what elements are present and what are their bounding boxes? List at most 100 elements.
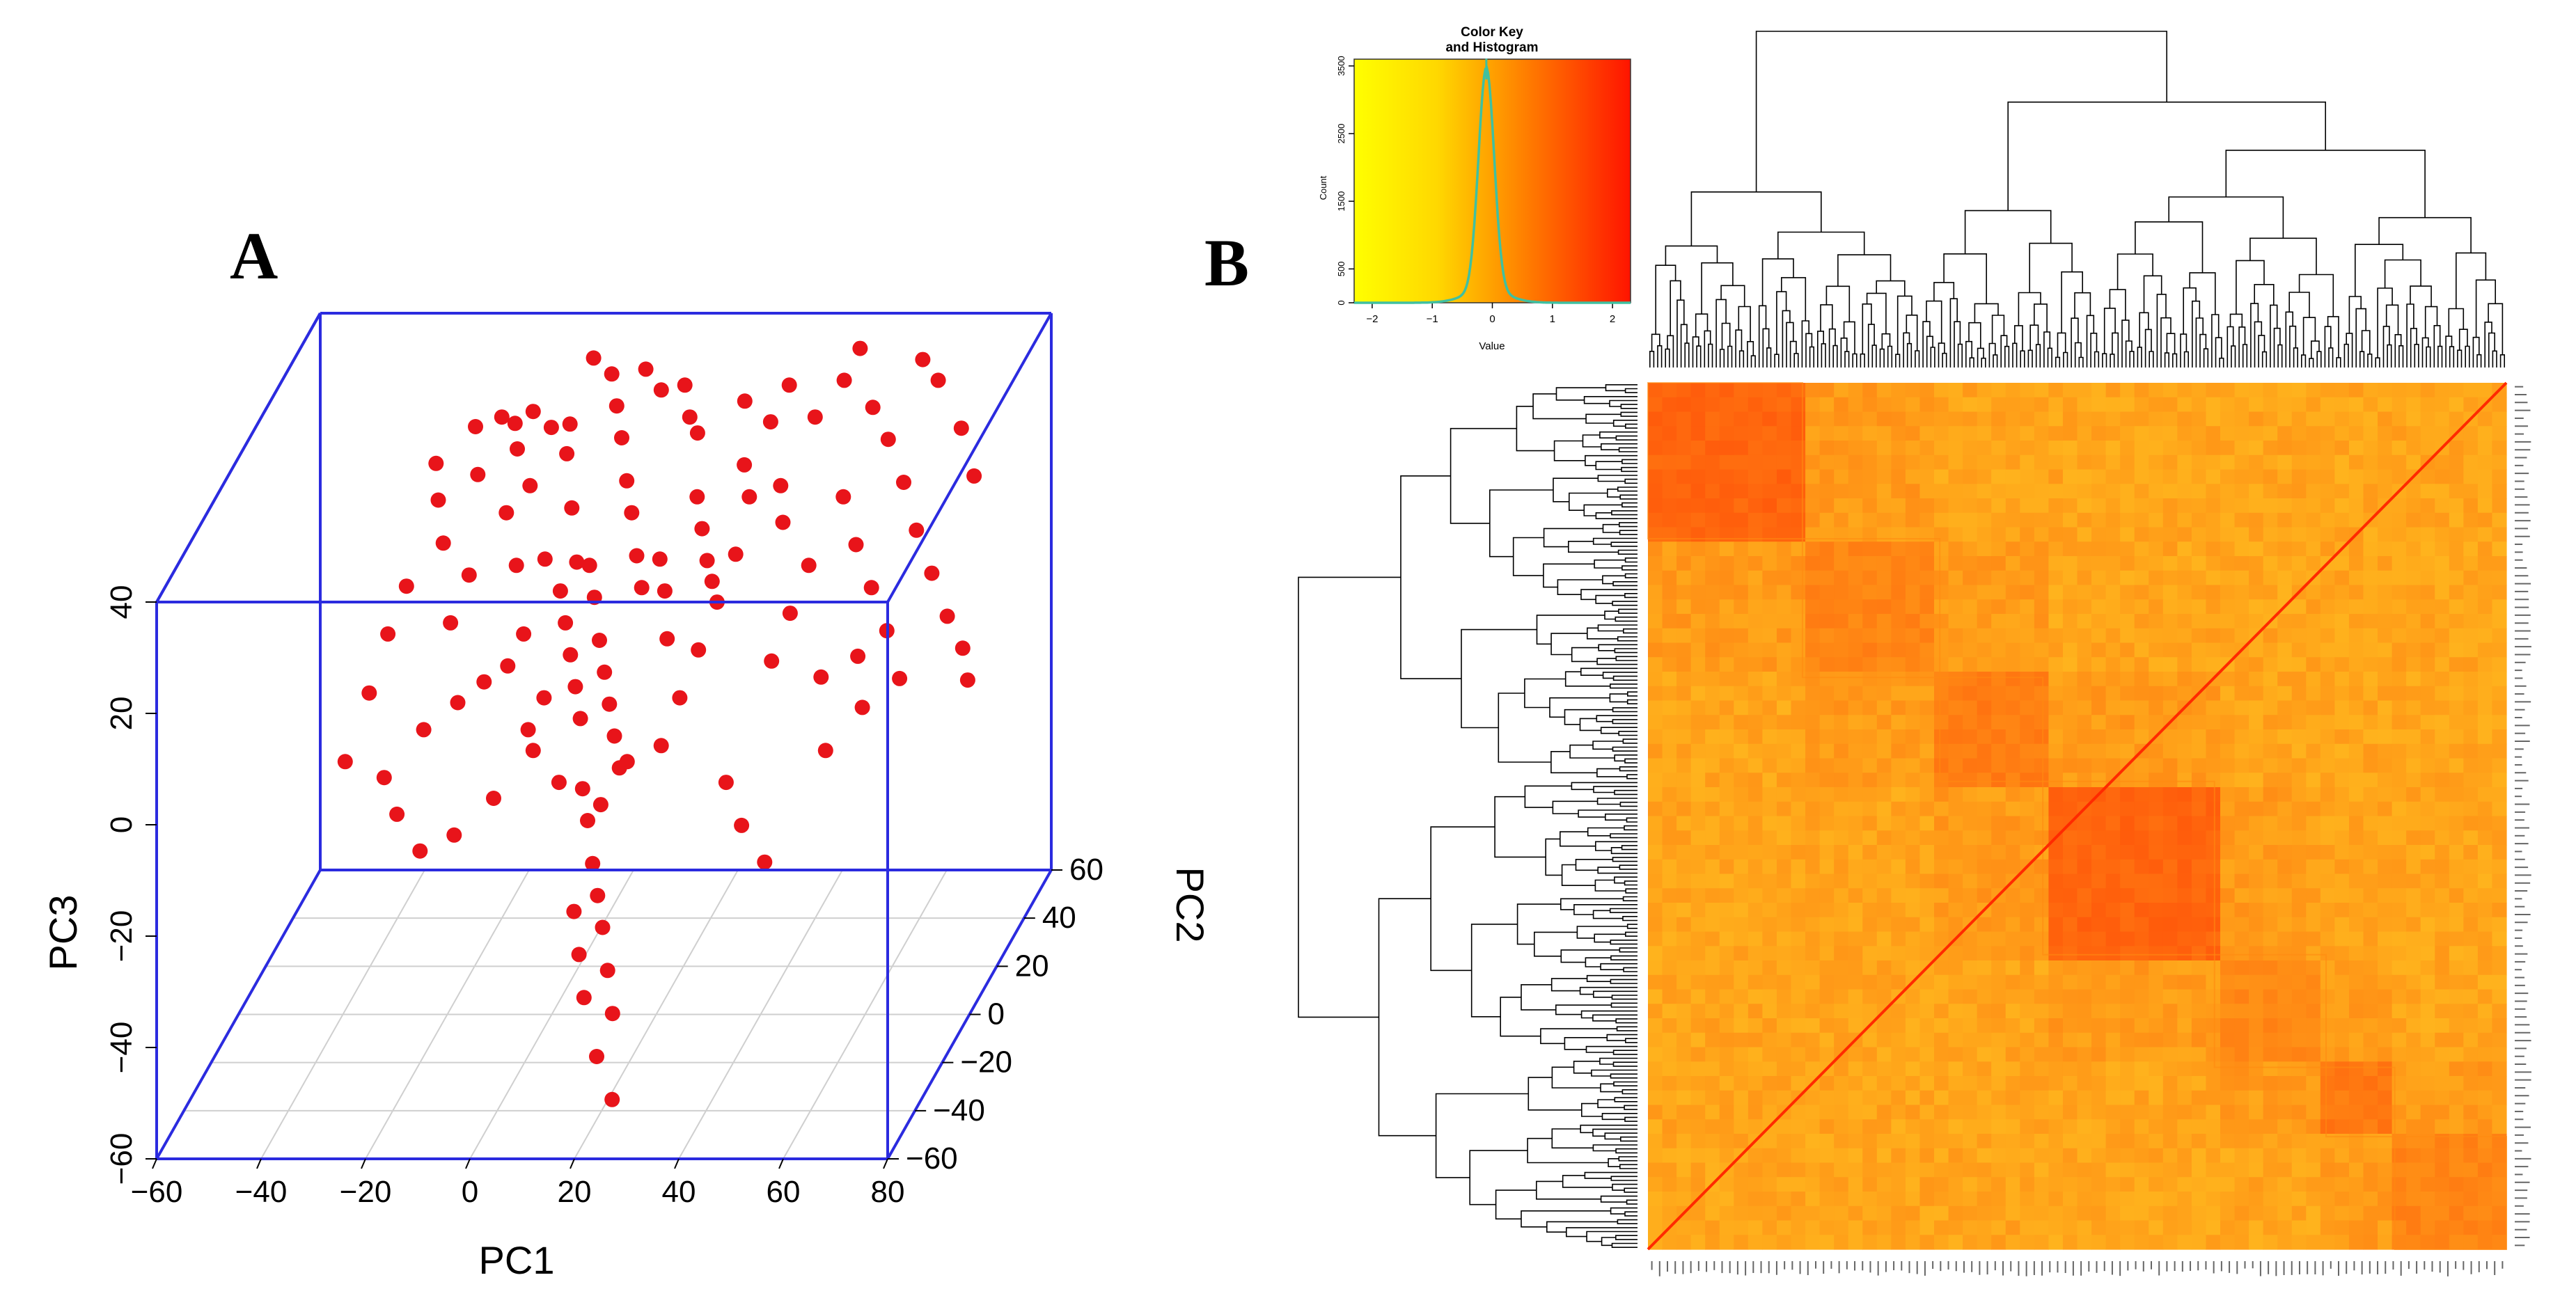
heatmap-cell [1977, 859, 1992, 875]
heatmap-cell [2077, 469, 2092, 484]
heatmap-cell [2020, 1192, 2035, 1207]
heatmap-cell [1819, 700, 1835, 715]
heatmap-cell [2477, 729, 2493, 745]
heatmap-cell [2149, 931, 2164, 947]
heatmap-cell [1948, 873, 1963, 889]
heatmap-cell [1919, 672, 1935, 687]
heatmap-cell [2077, 570, 2092, 586]
heatmap-cell [1905, 570, 1921, 586]
heatmap-cell [1991, 989, 2006, 1004]
heatmap-cell [2306, 1090, 2321, 1106]
heatmap-cell [2162, 441, 2178, 456]
data-point [428, 455, 444, 471]
heatmap-cell [1690, 383, 1706, 398]
heatmap-cell [2134, 1205, 2149, 1221]
heatmap-cell [2120, 1148, 2135, 1164]
heatmap-cell [2005, 1061, 2020, 1077]
heatmap-cell [1862, 585, 1878, 600]
heatmap-cell [1805, 873, 1821, 889]
heatmap-cell [2177, 1148, 2192, 1164]
data-point [443, 615, 459, 631]
heatmap-cell [2348, 441, 2364, 456]
heatmap-cell [1705, 628, 1720, 644]
heatmap-cell [1762, 541, 1777, 557]
heatmap-cell [2249, 1119, 2264, 1134]
heatmap-cell [1762, 556, 1777, 571]
heatmap-cell [1948, 1205, 1963, 1221]
heatmap-cell [2034, 873, 2049, 889]
heatmap-cell [2105, 1032, 2121, 1048]
heatmap-cell [2420, 498, 2435, 514]
heatmap-cell [2077, 917, 2092, 933]
heatmap-cell [1891, 469, 1906, 484]
heatmap-cell [2077, 974, 2092, 990]
heatmap-cell [1919, 484, 1935, 499]
heatmap-cell [1648, 758, 1663, 773]
heatmap-cell [1705, 686, 1720, 702]
heatmap-cell [2334, 599, 2350, 615]
heatmap-cell [1748, 454, 1763, 470]
heatmap-cell [2435, 498, 2450, 514]
heatmap-cell [2392, 974, 2407, 990]
data-point [590, 887, 606, 903]
heatmap-cell [2277, 426, 2293, 441]
heatmap-cell [1791, 888, 1806, 903]
heatmap-cell [2220, 411, 2236, 427]
heatmap-cell [1662, 1004, 1677, 1019]
heatmap-cell [1719, 1090, 1734, 1106]
heatmap-cell [2449, 1220, 2464, 1235]
heatmap-cell [2363, 1148, 2378, 1164]
heatmap-cell [1919, 570, 1935, 586]
heatmap-cell [2291, 454, 2307, 470]
heatmap-cell [1748, 672, 1763, 687]
heatmap-cell [2005, 931, 2020, 947]
heatmap-cell [1734, 686, 1749, 702]
heatmap-cell [2449, 1076, 2464, 1091]
heatmap-cell [2477, 816, 2493, 831]
color-key-title: Color Key [1461, 25, 1523, 40]
heatmap-cell [1848, 426, 1863, 441]
heatmap-cell [2291, 1192, 2307, 1207]
heatmap-cell [2120, 700, 2135, 715]
data-point [552, 583, 568, 599]
heatmap-cell [2378, 888, 2393, 903]
heatmap-cell [2105, 426, 2121, 441]
heatmap-cell [2234, 657, 2249, 672]
heatmap-cell [2449, 888, 2464, 903]
heatmap-cell [2105, 1119, 2121, 1134]
heatmap-cell [2234, 873, 2249, 889]
data-point [376, 770, 392, 786]
heatmap-cell [1705, 903, 1720, 918]
heatmap-cell [1862, 1090, 1878, 1106]
heatmap-cell [2149, 974, 2164, 990]
heatmap-cell [2363, 1105, 2378, 1120]
heatmap-cell [2334, 758, 2350, 773]
heatmap-cell [2077, 397, 2092, 413]
heatmap-cell [2277, 570, 2293, 586]
heatmap-cell [1662, 845, 1677, 860]
heatmap-cell [2420, 1235, 2435, 1250]
heatmap-cell [2477, 960, 2493, 976]
heatmap-cell [2477, 686, 2493, 702]
heatmap-cell [2034, 541, 2049, 557]
heatmap-cell [2034, 527, 2049, 542]
heatmap-cell [1919, 657, 1935, 672]
heatmap-cell [1891, 1148, 1906, 1164]
data-point [543, 420, 559, 436]
heatmap-cell [1919, 1235, 1935, 1250]
heatmap-cell [1819, 758, 1835, 773]
heatmap-cell [1791, 411, 1806, 427]
heatmap-cell [2048, 628, 2064, 644]
heatmap-cell [1662, 570, 1677, 586]
heatmap-cell [2406, 830, 2421, 846]
heatmap-cell [2077, 1134, 2092, 1149]
heatmap-cell [1905, 1177, 1921, 1192]
heatmap-cell [2177, 743, 2192, 759]
heatmap-cell [1862, 830, 1878, 846]
heatmap-cell [1776, 1235, 1792, 1250]
heatmap-cell [2306, 845, 2321, 860]
heatmap-cell [1934, 873, 1949, 889]
heatmap-cell [1862, 845, 1878, 860]
heatmap-cell [1662, 743, 1677, 759]
heatmap-cell [1991, 1004, 2006, 1019]
